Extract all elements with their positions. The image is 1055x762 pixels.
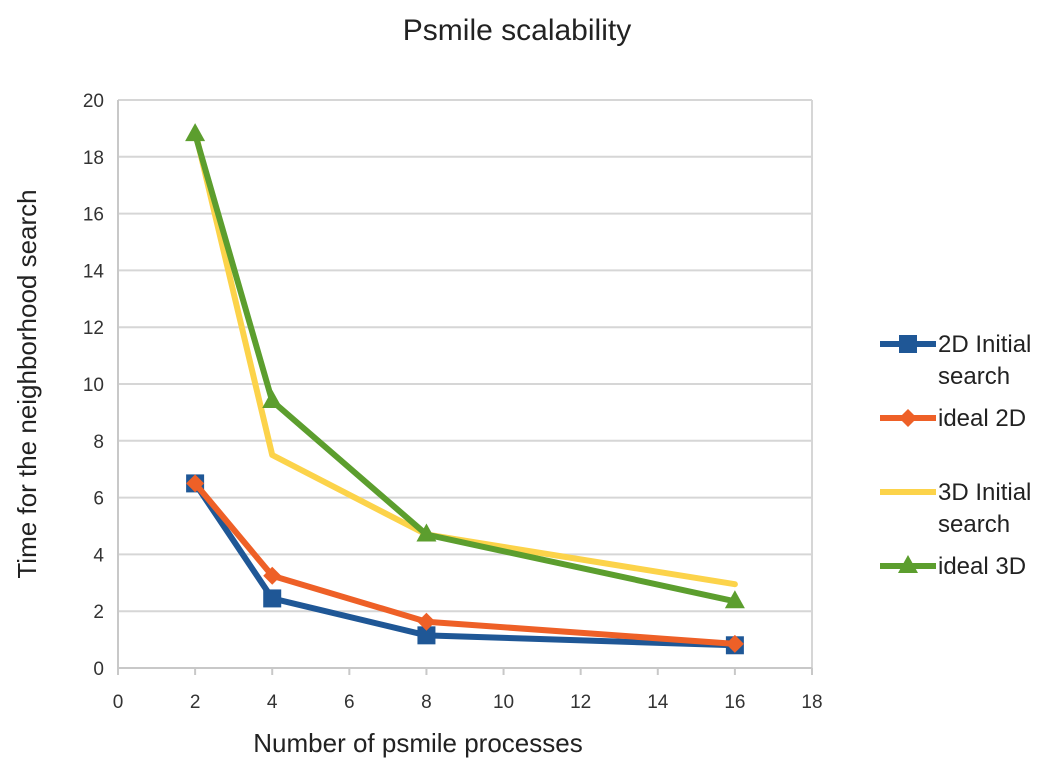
x-tick-label: 8 bbox=[421, 692, 432, 713]
legend-entry: ideal 2D bbox=[880, 405, 1026, 432]
legend-entry: ideal 3D bbox=[880, 553, 1026, 580]
legend-marker bbox=[898, 555, 918, 573]
x-tick-label: 12 bbox=[570, 692, 591, 713]
legend-label: 3D Initial bbox=[938, 479, 1031, 506]
x-tick-label: 0 bbox=[113, 692, 124, 713]
y-tick-label: 20 bbox=[83, 91, 104, 112]
legend-label: 2D Initial bbox=[938, 331, 1031, 358]
y-tick-label: 0 bbox=[93, 659, 104, 680]
chart-title: Psmile scalability bbox=[403, 14, 631, 47]
data-point bbox=[725, 634, 744, 653]
series-line bbox=[192, 480, 738, 647]
data-point bbox=[724, 590, 745, 609]
x-axis-label: Number of psmile processes bbox=[253, 728, 582, 758]
data-point bbox=[263, 566, 282, 585]
legend: 2D Initial search ideal 2D 3D Initial search… bbox=[880, 331, 1031, 580]
data-point bbox=[185, 123, 206, 142]
y-tick-label: 18 bbox=[83, 148, 104, 169]
series-line bbox=[192, 128, 738, 588]
x-tick-label: 18 bbox=[801, 692, 822, 713]
data-point bbox=[417, 612, 436, 631]
legend-label: ideal 3D bbox=[938, 553, 1026, 580]
series-1 bbox=[186, 474, 744, 653]
data-point bbox=[262, 390, 283, 409]
y-tick-label: 12 bbox=[83, 318, 104, 339]
legend-marker bbox=[899, 335, 917, 353]
legend-label: search bbox=[938, 511, 1010, 538]
x-tick-label: 4 bbox=[267, 692, 278, 713]
x-tick-label: 6 bbox=[344, 692, 355, 713]
data-point bbox=[417, 626, 436, 645]
y-tick-label: 10 bbox=[83, 375, 104, 396]
legend-marker bbox=[899, 409, 917, 427]
data-point bbox=[416, 523, 437, 542]
legend-entry: 2D Initial search bbox=[880, 331, 1031, 390]
y-tick-label: 2 bbox=[93, 602, 104, 623]
series-2 bbox=[192, 128, 738, 588]
data-point bbox=[263, 589, 282, 608]
x-tick-label: 16 bbox=[724, 692, 745, 713]
x-tick-label: 10 bbox=[493, 692, 514, 713]
series-line bbox=[192, 480, 738, 649]
legend-label: search bbox=[938, 363, 1010, 390]
series-3 bbox=[185, 123, 745, 609]
legend-entry: 3D Initial search bbox=[880, 479, 1031, 538]
plot-area: 0 2 4 6 8 10 12 14 16 18 20 0 2 4 6 8 10 12 14 16 18 bbox=[83, 91, 823, 713]
y-tick-label: 6 bbox=[93, 489, 104, 510]
y-axis-label: Time for the neighborhood search bbox=[12, 189, 42, 578]
y-tick-label: 14 bbox=[83, 261, 105, 282]
y-tick-label: 4 bbox=[93, 545, 104, 566]
data-point bbox=[186, 474, 205, 493]
y-tick-label: 16 bbox=[83, 205, 104, 226]
y-tick-label: 8 bbox=[93, 432, 104, 453]
x-tick-label: 2 bbox=[190, 692, 201, 713]
series-line bbox=[192, 131, 738, 605]
x-tick-label: 14 bbox=[647, 692, 669, 713]
legend-label: ideal 2D bbox=[938, 405, 1026, 432]
